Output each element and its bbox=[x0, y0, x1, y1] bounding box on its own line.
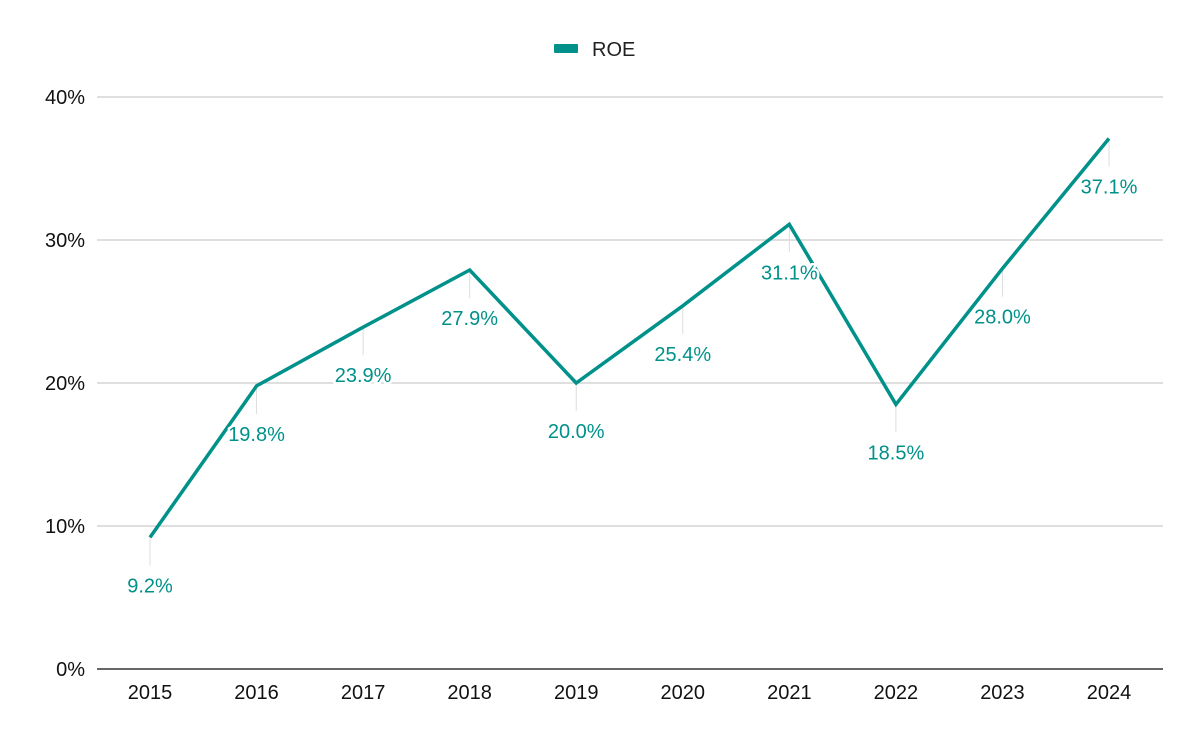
x-tick-label: 2018 bbox=[447, 682, 492, 704]
x-tick-label: 2019 bbox=[554, 682, 599, 704]
data-label: 31.1% bbox=[761, 262, 818, 284]
x-tick-label: 2022 bbox=[874, 682, 919, 704]
x-tick-label: 2024 bbox=[1087, 682, 1132, 704]
data-label: 28.0% bbox=[974, 307, 1031, 329]
data-label: 27.9% bbox=[441, 308, 498, 330]
legend-swatch-roe bbox=[554, 44, 578, 53]
x-tick-label: 2020 bbox=[661, 682, 706, 704]
data-label: 37.1% bbox=[1081, 176, 1138, 198]
data-label: 23.9% bbox=[335, 365, 392, 387]
x-axis-ticks: 2015 2016 2017 2018 2019 2020 2021 2022 2023 2024 bbox=[128, 682, 1132, 704]
x-tick-label: 2023 bbox=[980, 682, 1025, 704]
legend-label-roe: ROE bbox=[592, 39, 635, 61]
data-label: 19.8% bbox=[228, 424, 285, 446]
data-label: 25.4% bbox=[654, 344, 711, 366]
series-roe bbox=[148, 137, 1111, 539]
y-tick-label: 10% bbox=[45, 516, 85, 538]
y-tick-label: 40% bbox=[45, 87, 85, 109]
legend: ROE bbox=[554, 39, 635, 61]
data-labels: 9.2% 19.8% 23.9% 27.9% 20.0% 25.4% 31.1% 18.5% 2… bbox=[125, 174, 1140, 600]
y-tick-label: 20% bbox=[45, 373, 85, 395]
data-label: 18.5% bbox=[868, 442, 925, 464]
x-tick-label: 2016 bbox=[234, 682, 279, 704]
x-tick-label: 2017 bbox=[341, 682, 386, 704]
x-tick-label: 2021 bbox=[767, 682, 812, 704]
data-label: 9.2% bbox=[127, 575, 173, 597]
y-axis-ticks: 0% 10% 20% 30% 40% bbox=[45, 87, 85, 681]
data-label: 20.0% bbox=[548, 421, 605, 443]
y-tick-label: 0% bbox=[56, 659, 85, 681]
series-line-roe bbox=[148, 137, 1111, 539]
y-tick-label: 30% bbox=[45, 230, 85, 252]
gridlines bbox=[97, 96, 1163, 670]
label-leaders bbox=[149, 138, 1110, 566]
x-tick-label: 2015 bbox=[128, 682, 173, 704]
